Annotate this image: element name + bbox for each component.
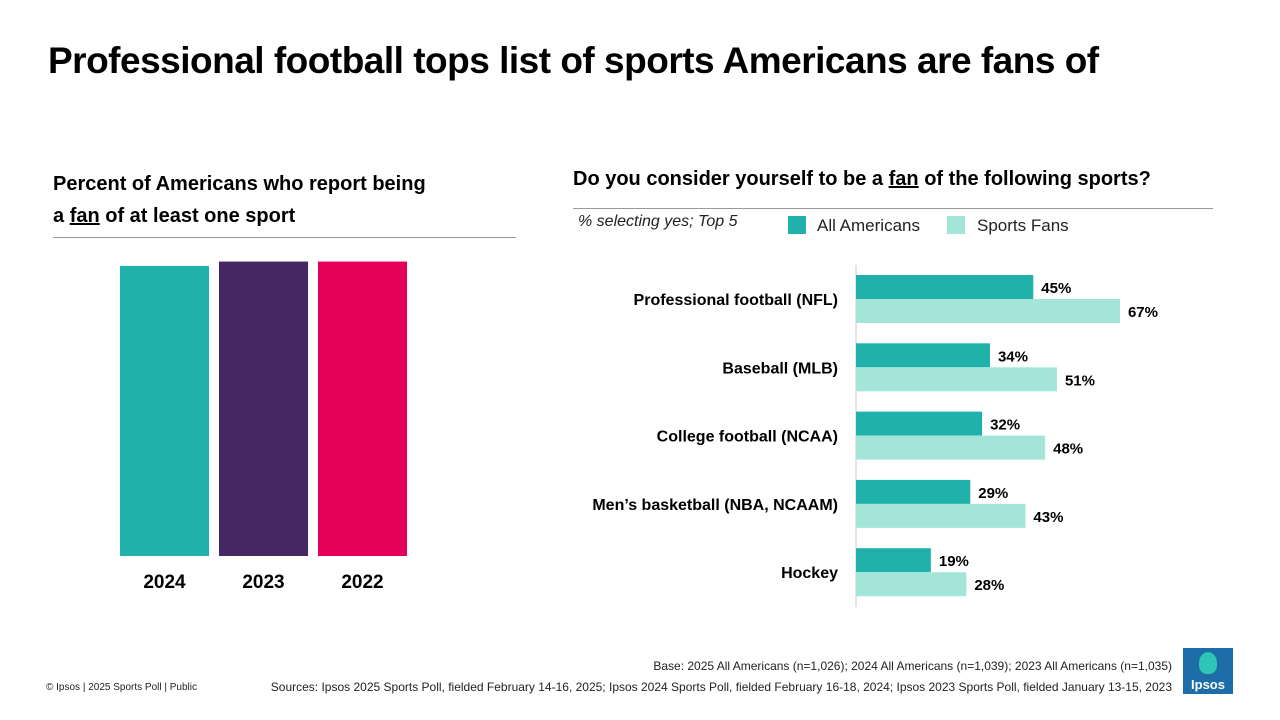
data-label-hockey-all-americans: 19% [939,553,969,570]
legend-label-all-americans: All Americans [817,216,920,235]
bar-professional-football-nfl-sports-fans [856,299,1120,323]
bar-2022 [318,261,407,556]
bar-hockey-all-americans [856,548,931,573]
bar-baseball-mlb-all-americans [856,343,990,368]
left-heading-line1: Percent of Americans who report being [53,173,426,195]
bar-2024 [120,265,209,556]
legend-swatch-sports-fans [947,216,965,234]
right-heading-rest: of the following sports? [924,168,1151,190]
data-label-men-s-basketball-nba-ncaam-sports-fans: 43% [1033,509,1063,526]
page-title: Professional football tops list of sport… [48,40,1099,81]
right-heading-fan: fan [888,168,919,190]
bar-men-s-basketball-nba-ncaam-sports-fans [856,503,1026,528]
left-heading-fan: fan [69,205,100,227]
x-tick-2023: 2023 [242,572,284,593]
data-label-baseball-mlb-all-americans: 34% [998,348,1028,365]
bar-hockey-sports-fans [856,572,967,597]
logo-mark-icon [1199,652,1217,674]
right-heading-divider [573,208,1213,209]
right-heading-pre: Do you consider yourself to be a [573,168,884,190]
x-tick-2024: 2024 [143,572,186,593]
sources-note: Sources: Ipsos 2025 Sports Poll, fielded… [270,680,1172,694]
category-label-professional-football-nfl: Professional football (NFL) [634,292,838,309]
fan-trend-bar-chart: 67%202468%202368%2022 [120,261,407,593]
ipsos-logo: Ipsos [1183,648,1233,694]
right-chart-subtitle: % selecting yes; Top 5 [578,213,738,230]
data-label-college-football-ncaa-sports-fans: 48% [1053,441,1083,458]
copyright-text: © Ipsos | 2025 Sports Poll | Public [46,682,197,693]
left-heading-divider [53,237,516,238]
category-label-college-football-ncaa: College football (NCAA) [657,429,838,446]
right-chart-heading: Do you consider yourself to be a fan of … [573,168,1151,191]
bar-college-football-ncaa-all-americans [856,411,983,436]
bar-2023 [219,261,308,556]
base-note: Base: 2025 All Americans (n=1,026); 2024… [653,659,1172,673]
data-label-college-football-ncaa-all-americans: 32% [990,417,1020,434]
data-label-professional-football-nfl-sports-fans: 67% [1128,304,1158,321]
bar-men-s-basketball-nba-ncaam-all-americans [856,479,971,504]
data-label-professional-football-nfl-all-americans: 45% [1041,280,1071,297]
bar-baseball-mlb-sports-fans [856,367,1057,392]
legend-swatch-all-americans [788,216,806,234]
data-label-men-s-basketball-nba-ncaam-all-americans: 29% [978,485,1008,502]
sports-fandom-bar-chart: Professional football (NFL) 45% 67% Basebal… [592,265,1158,607]
data-label-hockey-sports-fans: 28% [974,577,1004,594]
logo-text: Ipsos [1191,677,1225,692]
x-tick-2022: 2022 [341,572,383,593]
category-label-baseball-mlb: Baseball (MLB) [722,360,838,377]
category-label-hockey: Hockey [781,565,838,582]
bar-professional-football-nfl-all-americans [856,275,1034,299]
left-heading-a: a [53,205,65,227]
bar-college-football-ncaa-sports-fans [856,435,1046,460]
data-label-baseball-mlb-sports-fans: 51% [1065,372,1095,389]
category-label-men-s-basketball-nba-ncaam: Men’s basketball (NBA, NCAAM) [592,497,838,514]
left-chart-heading: Percent of Americans who report being a … [53,168,523,232]
legend-label-sports-fans: Sports Fans [977,216,1069,235]
left-heading-rest: of at least one sport [105,205,296,227]
